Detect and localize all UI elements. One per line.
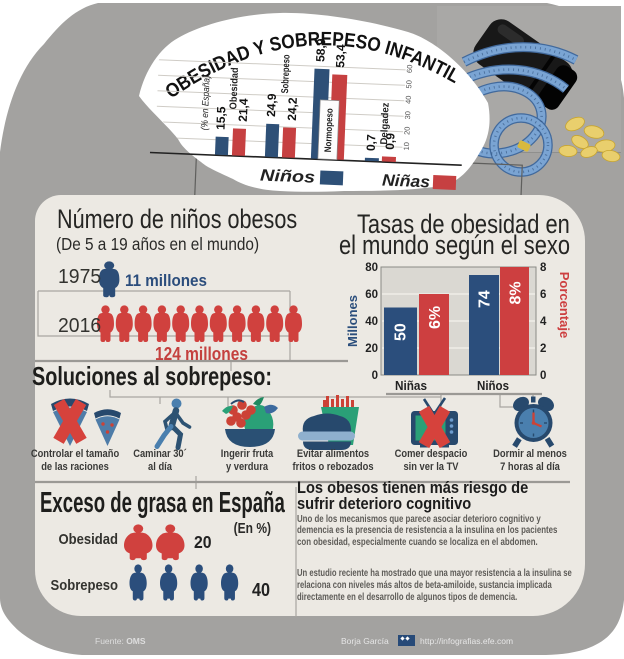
svg-text:Normopeso: Normopeso (323, 108, 336, 153)
svg-text:21,4: 21,4 (236, 98, 251, 122)
svg-text:30: 30 (403, 111, 412, 120)
svg-text:20: 20 (365, 343, 378, 355)
svg-text:Millones: Millones (345, 295, 360, 347)
svg-text:53,4: 53,4 (333, 44, 348, 68)
svg-text:Delgadez: Delgadez (379, 102, 392, 144)
svg-text:74: 74 (477, 290, 494, 308)
svg-text:50: 50 (393, 323, 410, 341)
svg-text:0: 0 (540, 370, 546, 382)
svg-text:20: 20 (402, 126, 411, 135)
svg-text:8: 8 (540, 262, 547, 274)
svg-text:0,7: 0,7 (364, 134, 379, 152)
svg-text:4: 4 (540, 316, 547, 328)
svg-text:Obesidad: Obesidad (228, 67, 241, 109)
svg-text:Niñas: Niñas (382, 171, 431, 191)
svg-text:40: 40 (404, 95, 413, 104)
svg-text:Porcentaje: Porcentaje (557, 272, 572, 338)
svg-text:2: 2 (540, 343, 546, 355)
svg-text:24,2: 24,2 (285, 97, 300, 121)
svg-text:Niños: Niños (477, 378, 509, 393)
svg-text:0,9: 0,9 (383, 132, 398, 150)
svg-text:6: 6 (540, 289, 546, 301)
svg-text:8%: 8% (508, 281, 525, 304)
svg-text:0: 0 (372, 370, 378, 382)
svg-text:50: 50 (404, 80, 413, 89)
svg-text:80: 80 (365, 262, 378, 274)
svg-text:Sobrepeso: Sobrepeso (280, 54, 293, 93)
svg-text:60: 60 (405, 64, 414, 73)
svg-text:Niñas: Niñas (395, 378, 427, 393)
svg-text:15,5: 15,5 (213, 106, 228, 130)
svg-text:24,9: 24,9 (264, 93, 279, 117)
svg-text:40: 40 (365, 316, 378, 328)
svg-text:58,9: 58,9 (313, 38, 328, 62)
svg-text:Niños: Niños (260, 167, 316, 187)
svg-text:60: 60 (365, 289, 378, 301)
svg-text:(% en España): (% en España) (199, 75, 212, 130)
svg-text:10: 10 (402, 142, 411, 151)
svg-text:6%: 6% (427, 306, 444, 329)
